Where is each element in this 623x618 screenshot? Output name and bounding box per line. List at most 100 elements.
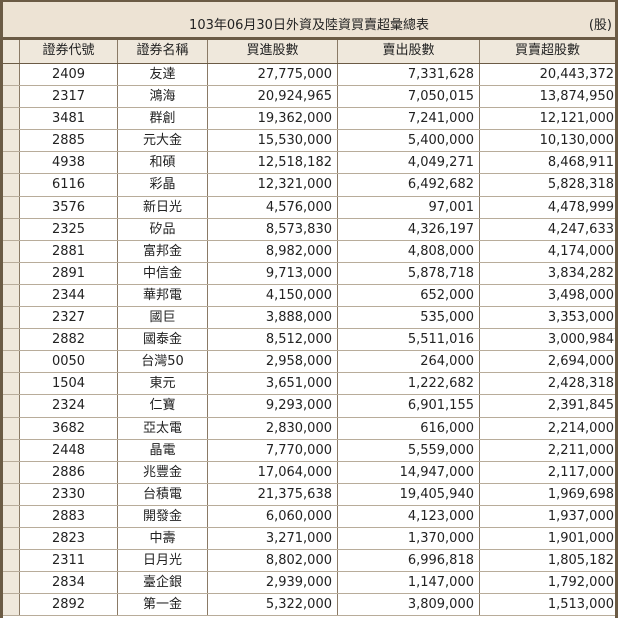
table-row: 1504 東元 3,651,000 1,222,682 2,428,318 — [3, 373, 615, 396]
cell-sell-shares: 4,123,000 — [337, 505, 479, 527]
row-handle — [3, 64, 19, 86]
table-row: 2881 富邦金 8,982,000 4,808,000 4,174,000 — [3, 240, 615, 263]
cell-buy-shares: 12,321,000 — [207, 174, 337, 196]
cell-stock-code: 2325 — [19, 218, 117, 240]
cell-stock-name: 仁寶 — [117, 395, 207, 417]
table-row: 2327 國巨 3,888,000 535,000 3,353,000 — [3, 307, 615, 330]
cell-sell-shares: 1,222,682 — [337, 373, 479, 395]
cell-buy-shares: 2,939,000 — [207, 572, 337, 594]
header-net-shares[interactable]: 買賣超股數 — [479, 40, 615, 63]
cell-buy-shares: 4,576,000 — [207, 196, 337, 218]
table-row: 3481 群創 19,362,000 7,241,000 12,121,000 — [3, 108, 615, 131]
cell-buy-shares: 7,770,000 — [207, 439, 337, 461]
cell-stock-code: 2834 — [19, 572, 117, 594]
header-stock-name[interactable]: 證券名稱 — [117, 40, 207, 63]
cell-stock-name: 群創 — [117, 108, 207, 130]
cell-sell-shares: 14,947,000 — [337, 461, 479, 483]
header-sell-shares[interactable]: 賣出股數 — [337, 40, 479, 63]
row-handle — [3, 351, 19, 373]
row-handle — [3, 395, 19, 417]
table-row: 2330 台積電 21,375,638 19,405,940 1,969,698 — [3, 483, 615, 506]
cell-stock-code: 2330 — [19, 483, 117, 505]
cell-net-shares: 12,121,000 — [479, 108, 615, 130]
cell-sell-shares: 4,049,271 — [337, 152, 479, 174]
cell-net-shares: 1,513,000 — [479, 594, 615, 616]
cell-sell-shares: 6,492,682 — [337, 174, 479, 196]
cell-stock-code: 2885 — [19, 130, 117, 152]
cell-buy-shares: 19,362,000 — [207, 108, 337, 130]
row-handle — [3, 130, 19, 152]
cell-stock-code: 3682 — [19, 417, 117, 439]
cell-stock-code: 2881 — [19, 240, 117, 262]
cell-net-shares: 1,805,182 — [479, 550, 615, 572]
cell-buy-shares: 6,060,000 — [207, 505, 337, 527]
cell-sell-shares: 6,996,818 — [337, 550, 479, 572]
row-handle — [3, 152, 19, 174]
cell-stock-code: 3481 — [19, 108, 117, 130]
table-row: 2886 兆豐金 17,064,000 14,947,000 2,117,000 — [3, 461, 615, 484]
row-handle — [3, 594, 19, 616]
cell-buy-shares: 5,322,000 — [207, 594, 337, 616]
cell-buy-shares: 3,888,000 — [207, 307, 337, 329]
row-handle — [3, 108, 19, 130]
cell-net-shares: 1,969,698 — [479, 483, 615, 505]
row-handle — [3, 527, 19, 550]
table-row: 0050 台灣50 2,958,000 264,000 2,694,000 — [3, 351, 615, 374]
cell-sell-shares: 616,000 — [337, 417, 479, 439]
table-row: 2317 鴻海 20,924,965 7,050,015 13,874,950 — [3, 86, 615, 109]
table-row: 2892 第一金 5,322,000 3,809,000 1,513,000 — [3, 594, 615, 617]
cell-sell-shares: 5,400,000 — [337, 130, 479, 152]
table-row: 3576 新日光 4,576,000 97,001 4,478,999 — [3, 196, 615, 219]
cell-buy-shares: 3,651,000 — [207, 373, 337, 395]
cell-net-shares: 1,937,000 — [479, 505, 615, 527]
header-stock-code[interactable]: 證券代號 — [19, 40, 117, 63]
header-buy-shares[interactable]: 買進股數 — [207, 40, 337, 63]
cell-sell-shares: 4,808,000 — [337, 240, 479, 262]
cell-sell-shares: 652,000 — [337, 284, 479, 307]
table-row: 2882 國泰金 8,512,000 5,511,016 3,000,984 — [3, 329, 615, 352]
cell-stock-name: 東元 — [117, 373, 207, 395]
cell-net-shares: 2,211,000 — [479, 439, 615, 461]
cell-net-shares: 4,174,000 — [479, 240, 615, 262]
cell-net-shares: 20,443,372 — [479, 64, 615, 86]
cell-sell-shares: 19,405,940 — [337, 483, 479, 505]
cell-stock-name: 中信金 — [117, 262, 207, 284]
row-handle — [3, 505, 19, 527]
cell-buy-shares: 20,924,965 — [207, 86, 337, 108]
cell-stock-name: 中壽 — [117, 527, 207, 550]
table-row: 4938 和碩 12,518,182 4,049,271 8,468,911 — [3, 152, 615, 175]
cell-stock-name: 和碩 — [117, 152, 207, 174]
row-handle — [3, 307, 19, 329]
cell-buy-shares: 2,830,000 — [207, 417, 337, 439]
cell-sell-shares: 1,147,000 — [337, 572, 479, 594]
table-body: 2409 友達 27,775,000 7,331,628 20,443,372 2317 鴻… — [3, 64, 615, 617]
cell-net-shares: 2,391,845 — [479, 395, 615, 417]
table-row: 2325 矽品 8,573,830 4,326,197 4,247,633 — [3, 218, 615, 241]
row-handle — [3, 572, 19, 594]
row-handle — [3, 439, 19, 461]
cell-net-shares: 3,834,282 — [479, 262, 615, 284]
cell-stock-name: 元大金 — [117, 130, 207, 152]
cell-stock-code: 2344 — [19, 284, 117, 307]
table-row: 2883 開發金 6,060,000 4,123,000 1,937,000 — [3, 505, 615, 528]
cell-stock-code: 6116 — [19, 174, 117, 196]
row-handle — [3, 284, 19, 307]
row-handle — [3, 218, 19, 240]
cell-net-shares: 13,874,950 — [479, 86, 615, 108]
cell-sell-shares: 7,331,628 — [337, 64, 479, 86]
cell-net-shares: 3,498,000 — [479, 284, 615, 307]
cell-sell-shares: 264,000 — [337, 351, 479, 373]
cell-stock-code: 0050 — [19, 351, 117, 373]
row-handle — [3, 174, 19, 196]
table-row: 3682 亞太電 2,830,000 616,000 2,214,000 — [3, 417, 615, 440]
cell-stock-name: 富邦金 — [117, 240, 207, 262]
row-handle-header — [3, 40, 19, 63]
unit-label: (股) — [588, 18, 612, 33]
cell-stock-name: 台積電 — [117, 483, 207, 505]
cell-stock-code: 2891 — [19, 262, 117, 284]
cell-stock-code: 2448 — [19, 439, 117, 461]
cell-sell-shares: 5,559,000 — [337, 439, 479, 461]
cell-stock-name: 第一金 — [117, 594, 207, 616]
cell-stock-name: 國巨 — [117, 307, 207, 329]
cell-buy-shares: 3,271,000 — [207, 527, 337, 550]
